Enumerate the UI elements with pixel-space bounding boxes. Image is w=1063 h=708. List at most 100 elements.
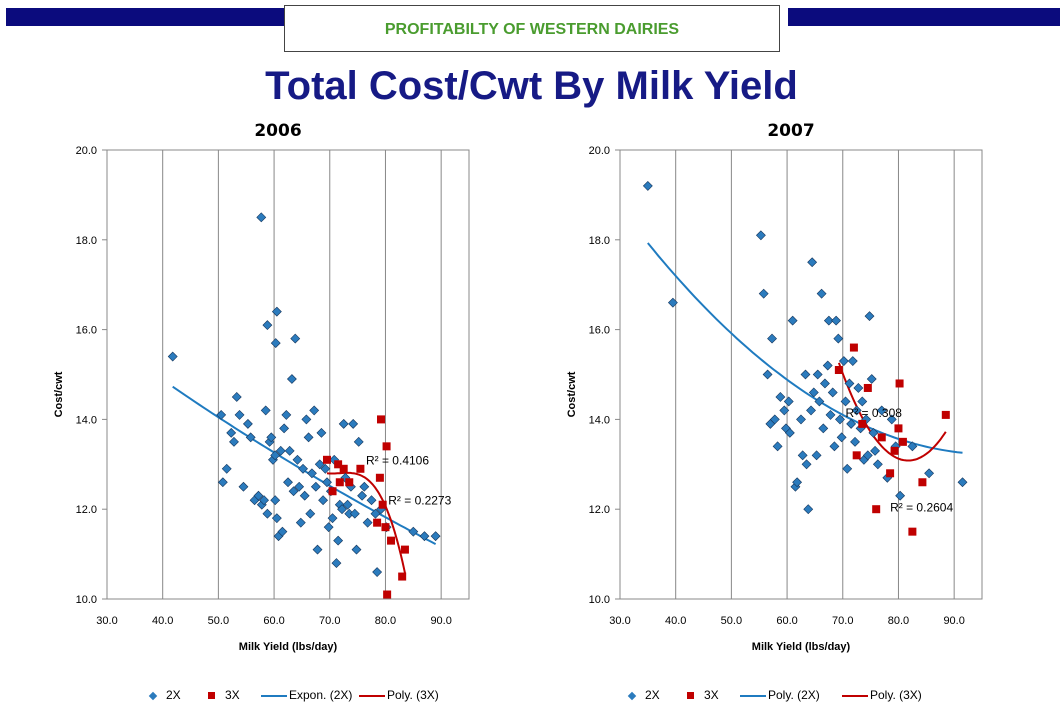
banner-text: PROFITABILTY OF WESTERN DAIRIES bbox=[384, 21, 680, 38]
data-point-2x bbox=[323, 522, 334, 533]
diamond-marker-icon bbox=[627, 691, 637, 701]
data-point-2x bbox=[372, 567, 383, 577]
data-point-2x bbox=[270, 495, 281, 506]
data-point-2x bbox=[338, 418, 349, 429]
data-point-2x bbox=[814, 396, 825, 407]
data-point-2x bbox=[270, 338, 281, 348]
r-squared-label: R² = 0.2273 bbox=[388, 494, 451, 508]
data-point-2x bbox=[842, 463, 853, 474]
legend-item: 2X bbox=[627, 688, 660, 702]
data-point-3x bbox=[852, 451, 861, 460]
x-tick-label: 30.0 bbox=[609, 615, 630, 627]
data-point-2x bbox=[167, 351, 178, 362]
data-point-3x bbox=[398, 572, 407, 581]
data-point-2x bbox=[322, 477, 332, 488]
legend-label: 3X bbox=[704, 688, 719, 702]
data-point-2x bbox=[279, 423, 290, 434]
data-point-3x bbox=[334, 460, 343, 469]
data-point-2x bbox=[303, 432, 314, 443]
data-point-2x bbox=[907, 441, 918, 452]
legend-label: 2X bbox=[645, 688, 660, 702]
data-point-2x bbox=[846, 418, 857, 429]
data-point-2x bbox=[327, 513, 338, 524]
data-point-2x bbox=[275, 445, 286, 456]
banner-box: PROFITABILTY OF WESTERN DAIRIES bbox=[284, 5, 780, 52]
data-point-2x bbox=[226, 427, 237, 438]
data-point-3x bbox=[898, 437, 907, 446]
line-swatch-icon bbox=[261, 694, 287, 697]
data-point-2x bbox=[840, 396, 851, 407]
data-point-2x bbox=[271, 513, 282, 524]
data-point-2x bbox=[337, 504, 347, 515]
data-point-2x bbox=[836, 432, 847, 443]
x-tick-label: 40.0 bbox=[152, 615, 173, 627]
data-point-2x bbox=[348, 418, 359, 429]
data-point-2x bbox=[271, 306, 282, 317]
y-tick-label: 16.0 bbox=[76, 325, 97, 337]
y-axis-label: Cost/cwt bbox=[53, 371, 65, 417]
data-point-2x bbox=[847, 356, 858, 366]
chart-2006: 2006 30.0 40.0 50.0 60.0 70.0 80.0 90.0 10.0 12.0… bbox=[53, 121, 470, 653]
data-point-2x bbox=[256, 212, 267, 223]
data-point-2x bbox=[238, 481, 249, 492]
data-point-2x bbox=[260, 405, 271, 416]
data-point-2x bbox=[283, 477, 293, 488]
data-point-2x bbox=[779, 405, 790, 416]
data-point-2x bbox=[829, 441, 840, 452]
data-point-2x bbox=[310, 481, 321, 492]
data-point-3x bbox=[918, 478, 927, 487]
data-point-2x bbox=[351, 544, 362, 555]
data-point-2x bbox=[822, 360, 833, 371]
square-marker-icon bbox=[208, 692, 215, 700]
data-point-2x bbox=[419, 531, 430, 542]
data-point-2x bbox=[868, 427, 879, 438]
data-point-3x bbox=[356, 464, 365, 473]
y-tick-label: 10.0 bbox=[76, 594, 97, 606]
data-point-2x bbox=[217, 477, 228, 488]
data-point-2x bbox=[796, 414, 806, 425]
data-point-2x bbox=[758, 288, 769, 299]
data-point-3x bbox=[877, 433, 886, 442]
data-point-3x bbox=[834, 366, 843, 375]
data-point-2x bbox=[801, 459, 812, 470]
data-point-2x bbox=[362, 517, 373, 528]
legend-item: Poly. (3X) bbox=[842, 688, 922, 702]
data-point-2x bbox=[259, 495, 269, 506]
data-point-2x bbox=[857, 396, 868, 407]
data-point-2x bbox=[295, 517, 306, 528]
data-point-2x bbox=[294, 481, 305, 492]
x-tick-label: 90.0 bbox=[943, 615, 964, 627]
data-point-2x bbox=[827, 387, 838, 398]
legend-item: 3X bbox=[687, 688, 719, 702]
data-point-2x bbox=[838, 356, 849, 366]
legend-label: 2X bbox=[166, 688, 181, 702]
data-point-2x bbox=[366, 495, 377, 506]
data-point-3x bbox=[383, 590, 392, 599]
square-marker-icon bbox=[687, 692, 694, 700]
x-axis-label: Milk Yield (lbs/day) bbox=[239, 641, 338, 653]
data-point-3x bbox=[339, 464, 348, 473]
x-tick-label: 50.0 bbox=[721, 615, 742, 627]
legend-item: Expon. (2X) bbox=[261, 688, 352, 702]
data-point-2x bbox=[290, 333, 301, 344]
legend-label: Poly. (3X) bbox=[387, 688, 439, 702]
data-point-2x bbox=[359, 481, 370, 492]
line-swatch-icon bbox=[842, 694, 868, 697]
data-point-2x bbox=[851, 405, 862, 416]
data-point-2x bbox=[277, 526, 288, 537]
trendline bbox=[326, 471, 406, 574]
data-point-3x bbox=[895, 379, 904, 388]
data-point-2x bbox=[242, 418, 253, 429]
data-point-2x bbox=[408, 526, 419, 537]
data-point-2x bbox=[353, 436, 364, 447]
data-point-2x bbox=[270, 450, 281, 461]
x-tick-label: 30.0 bbox=[96, 615, 117, 627]
data-point-2x bbox=[262, 508, 273, 519]
data-point-2x bbox=[221, 463, 232, 474]
data-point-2x bbox=[288, 486, 299, 497]
data-point-2x bbox=[286, 374, 297, 384]
data-point-2x bbox=[769, 414, 780, 425]
line-swatch-icon bbox=[740, 694, 766, 697]
data-point-3x bbox=[335, 478, 344, 487]
data-point-2x bbox=[866, 374, 877, 384]
